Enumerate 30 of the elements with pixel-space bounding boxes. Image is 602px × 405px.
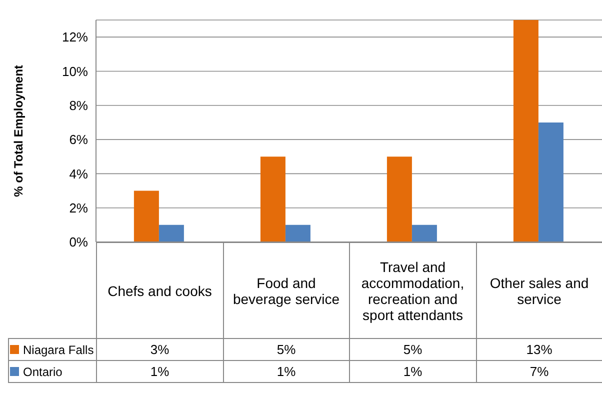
x-tick-label: Travel and accommodation, recreation and sport attendants — [350, 242, 476, 338]
bar — [412, 224, 437, 242]
legend-label: Ontario — [8, 360, 96, 382]
legend-label: Niagara Falls — [8, 338, 96, 360]
y-tick-label: 4% — [69, 166, 88, 182]
y-tick-label: 10% — [62, 64, 88, 79]
x-tick-label: Food and beverage service — [223, 242, 350, 338]
bar — [134, 190, 159, 242]
bar — [386, 156, 412, 242]
data-label: 1% — [96, 360, 223, 382]
y-tick-label: 12% — [62, 30, 88, 45]
y-tick-label: 2% — [69, 200, 88, 216]
data-label: 5% — [350, 338, 476, 360]
data-label: 1% — [223, 360, 350, 382]
data-label: 3% — [96, 338, 223, 360]
y-tick-label: 6% — [69, 132, 88, 148]
bar — [158, 224, 184, 242]
bar — [285, 224, 310, 242]
bar — [260, 156, 286, 242]
y-tick-label: 0% — [69, 234, 88, 250]
data-label: 7% — [476, 360, 602, 382]
bar — [513, 20, 538, 242]
x-tick-label: Chefs and cooks — [96, 242, 223, 338]
y-axis-title: % of Total Employment — [11, 65, 26, 197]
bar — [538, 122, 564, 242]
data-label: 5% — [223, 338, 350, 360]
y-tick-label: 8% — [69, 98, 88, 113]
data-label: 13% — [476, 338, 602, 360]
x-tick-label: Other sales and service — [476, 242, 602, 338]
data-label: 1% — [350, 360, 476, 382]
